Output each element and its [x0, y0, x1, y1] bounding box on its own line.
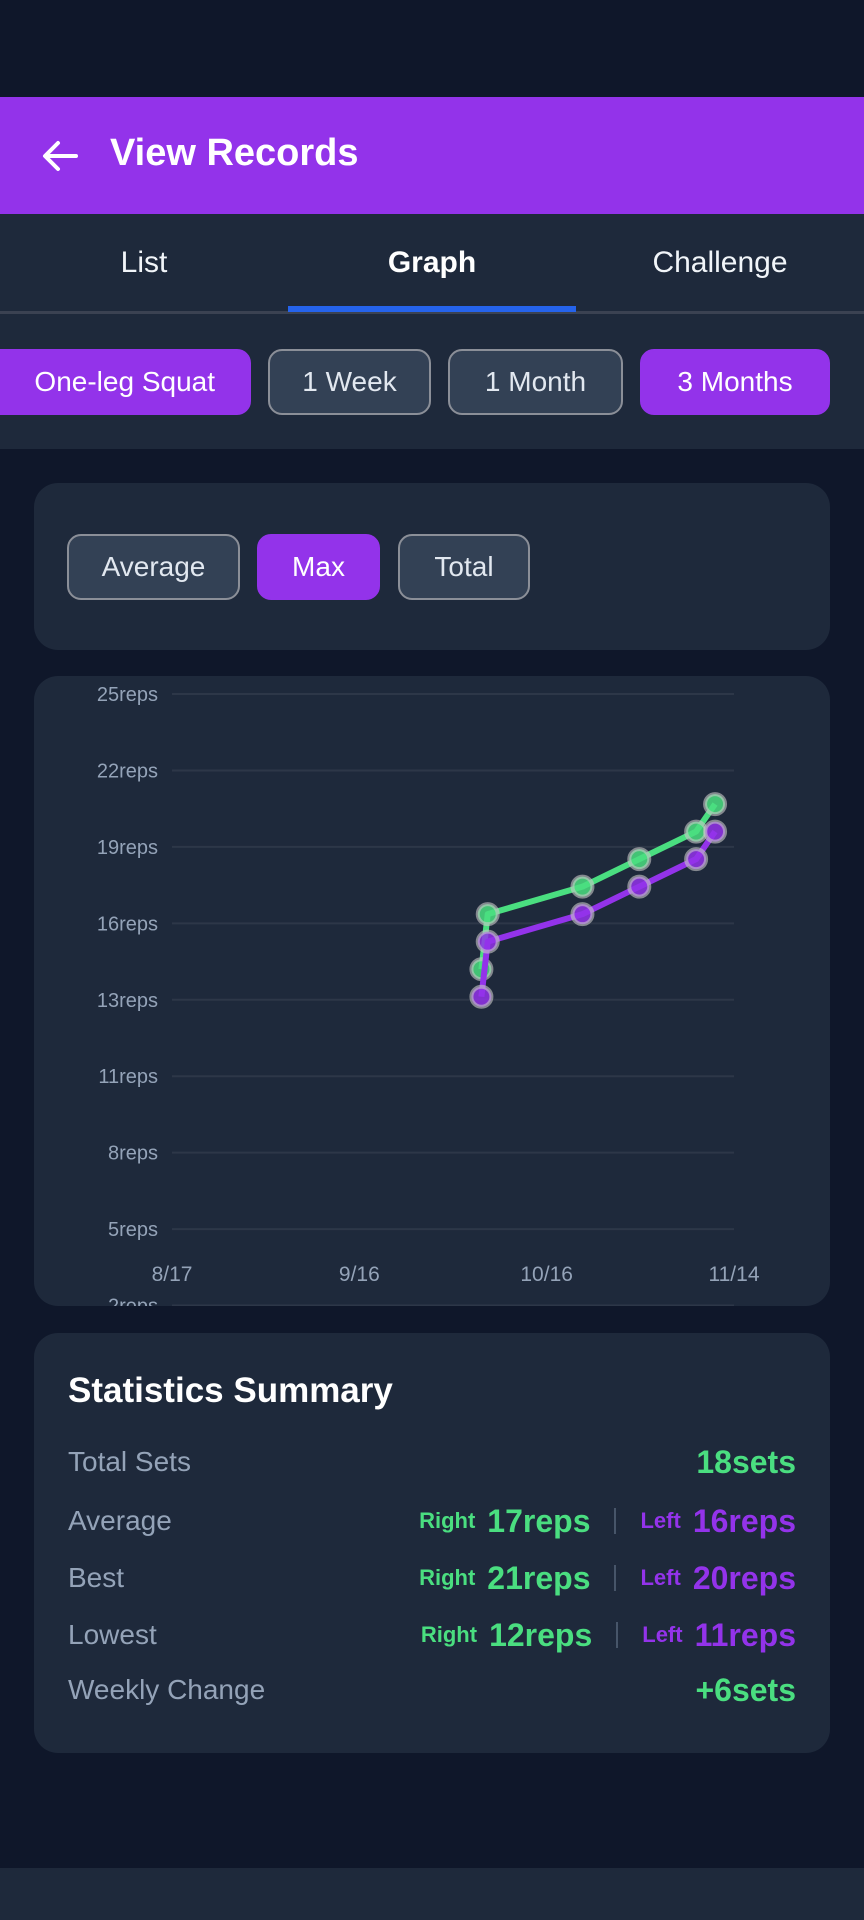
stat-label: Total Sets [68, 1446, 191, 1477]
divider [616, 1622, 619, 1648]
stat-lowest: Lowest Right 12reps Left 11reps [68, 1615, 796, 1655]
period-1-week[interactable]: 1 Week [268, 349, 431, 415]
filter-bar: One-leg Squat 1 Week 1 Month 3 Months [0, 314, 864, 449]
page-title: View Records [110, 132, 359, 174]
divider [614, 1508, 617, 1534]
y-tick-label: 2reps [108, 1296, 158, 1306]
data-point-right [703, 792, 728, 817]
stat-average: Average Right 17reps Left 16reps [68, 1501, 796, 1541]
left-value: 11reps [694, 1616, 796, 1653]
left-value: 20reps [692, 1559, 796, 1596]
data-point-right [627, 847, 652, 872]
stat-weekly-change: Weekly Change +6sets [68, 1670, 796, 1710]
navigation-bar [0, 1868, 864, 1920]
tab-bar: List Graph Challenge [0, 214, 864, 314]
left-value: 16reps [692, 1502, 796, 1539]
stats-card: Statistics Summary Total Sets 18sets Ave… [34, 1333, 830, 1753]
left-label: Left [640, 1508, 681, 1533]
tab-indicator [288, 306, 576, 312]
stat-value: +6sets [695, 1671, 796, 1708]
stat-value: 18sets [696, 1443, 796, 1480]
x-tick-label: 8/17 [152, 1263, 193, 1286]
right-value: 12reps [489, 1616, 593, 1653]
x-tick-label: 10/16 [520, 1263, 573, 1286]
data-point-left [570, 902, 595, 927]
period-3-months[interactable]: 3 Months [640, 349, 830, 415]
y-tick-label: 5reps [108, 1219, 158, 1241]
metric-max[interactable]: Max [257, 534, 380, 600]
tab-list[interactable]: List [120, 245, 168, 279]
stats-title: Statistics Summary [68, 1371, 393, 1410]
period-1-month[interactable]: 1 Month [448, 349, 623, 415]
y-tick-label: 8reps [108, 1143, 158, 1165]
y-tick-label: 22reps [97, 760, 158, 782]
data-point-right [570, 874, 595, 899]
x-tick-label: 11/14 [709, 1263, 760, 1286]
data-point-right [475, 902, 500, 927]
right-value: 21reps [487, 1559, 591, 1596]
stat-label: Best [68, 1562, 125, 1593]
data-point-left [703, 819, 728, 844]
exercise-selector[interactable]: One-leg Squat [0, 349, 251, 415]
chart-card: 0reps2reps5reps8reps11reps13reps16reps19… [34, 676, 830, 1394]
data-point-left [627, 874, 652, 899]
stat-label: Lowest [68, 1619, 157, 1650]
metric-card: Average Max Total [34, 483, 830, 650]
series-line-left [478, 829, 718, 998]
left-label: Left [642, 1622, 683, 1647]
y-tick-label: 25reps [97, 684, 158, 706]
stat-label: Weekly Change [68, 1674, 266, 1705]
stat-label: Average [68, 1505, 172, 1536]
y-tick-label: 13reps [97, 990, 158, 1012]
tab-challenge[interactable]: Challenge [652, 245, 788, 279]
stat-total-sets: Total Sets 18sets [68, 1442, 796, 1482]
back-button[interactable] [38, 134, 82, 178]
right-label: Right [420, 1622, 478, 1647]
line-chart: 0reps2reps5reps8reps11reps13reps16reps19… [97, 684, 760, 1394]
y-tick-label: 19reps [97, 837, 158, 859]
data-point-left [469, 984, 494, 1009]
stat-best: Best Right 21reps Left 20reps [68, 1558, 796, 1598]
left-label: Left [640, 1565, 681, 1590]
y-tick-label: 11reps [98, 1066, 158, 1088]
divider [614, 1565, 617, 1591]
right-value: 17reps [487, 1502, 591, 1539]
right-label: Right [419, 1565, 476, 1590]
data-point-left [475, 929, 500, 954]
tab-graph[interactable]: Graph [387, 245, 477, 279]
y-tick-label: 16reps [97, 913, 158, 935]
right-label: Right [419, 1508, 476, 1533]
arrow-left-icon [43, 141, 78, 171]
app-bar [0, 97, 864, 214]
data-point-left [684, 847, 709, 872]
metric-total[interactable]: Total [398, 534, 530, 600]
metric-average[interactable]: Average [67, 534, 240, 600]
series-line-right [478, 802, 718, 970]
x-tick-label: 9/16 [339, 1263, 380, 1286]
